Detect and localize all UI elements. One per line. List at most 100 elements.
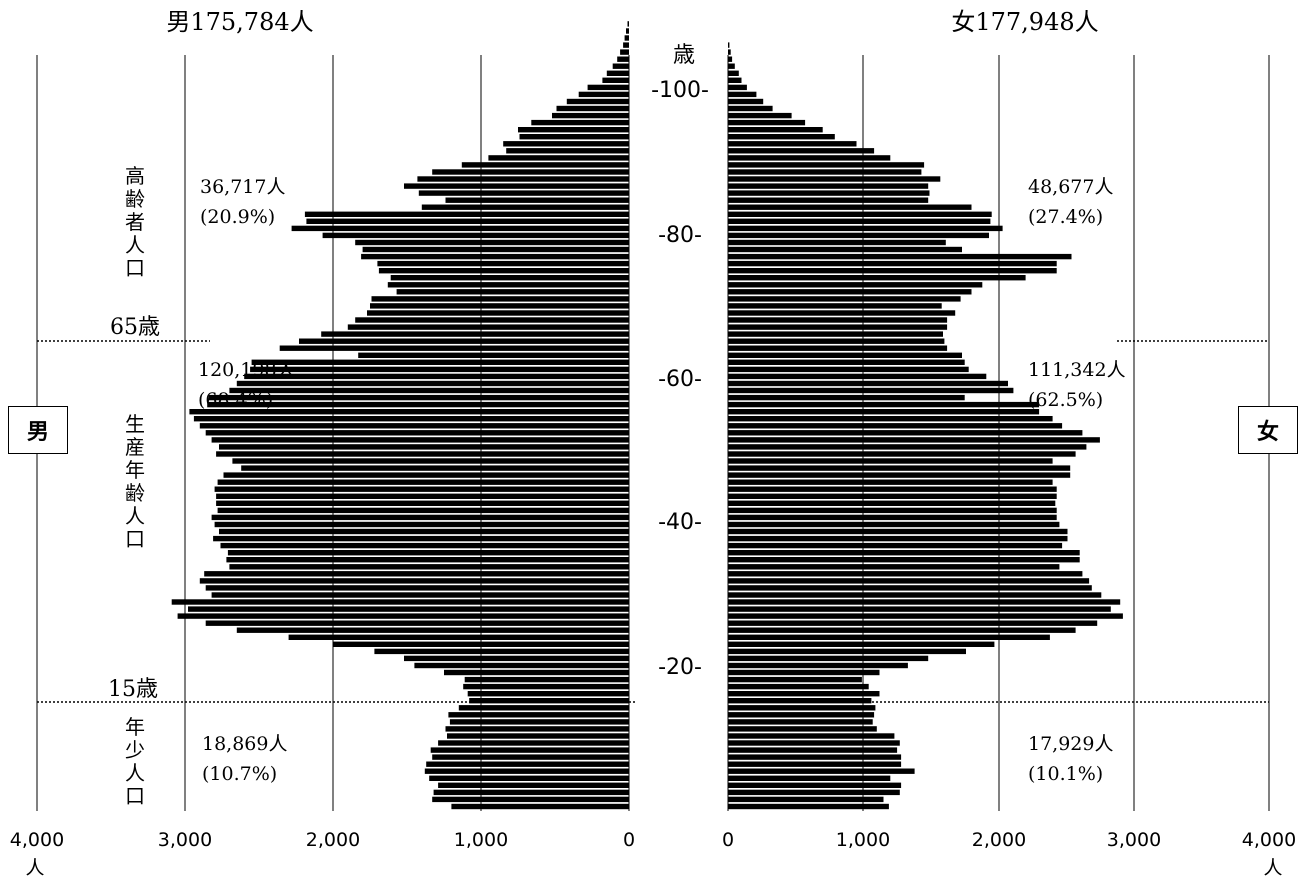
male-bar-age-13 <box>448 712 629 718</box>
female-bar-age-96 <box>728 127 823 133</box>
male-bar-age-19 <box>444 669 629 676</box>
female-label-box: 女 <box>1238 406 1298 454</box>
female-bar-age-81 <box>728 232 989 239</box>
female-elderly-count: 48,677人 <box>1028 176 1113 198</box>
lbl-working-char: 生 <box>125 412 145 436</box>
female-bar-age-52 <box>728 437 1100 443</box>
male-working-count: 120,198人 <box>198 359 296 381</box>
male-bar-age-100 <box>566 98 629 105</box>
female-bars <box>728 42 1123 810</box>
male-bar-age-94 <box>503 141 629 147</box>
female-bar-age-57 <box>728 401 1040 408</box>
female-bar-age-89 <box>728 176 941 182</box>
male-bar-age-42 <box>217 507 629 514</box>
male-bar-age-95 <box>519 134 629 140</box>
x-tick-male-4000: 4,000 <box>10 829 64 851</box>
female-bar-age-94 <box>728 141 857 147</box>
female-bar-age-40 <box>728 521 1060 528</box>
male-bar-age-101 <box>578 91 629 98</box>
male-bar-age-106 <box>617 56 629 62</box>
male-bar-age-20 <box>414 662 629 669</box>
female-bar-age-51 <box>728 444 1087 450</box>
male-bar-age-66 <box>299 338 629 344</box>
female-bar-age-1 <box>728 796 884 803</box>
male-bar-age-12 <box>449 719 629 725</box>
female-bar-age-77 <box>728 260 1057 267</box>
female-bar-age-7 <box>728 754 902 760</box>
male-bar-age-37 <box>220 542 629 549</box>
male-bar-age-91 <box>461 162 629 168</box>
male-bar-age-53 <box>205 430 629 436</box>
female-bar-age-4 <box>728 775 891 781</box>
female-bar-age-29 <box>728 599 1121 605</box>
female-bar-age-9 <box>728 740 900 746</box>
male-bar-age-4 <box>429 775 629 781</box>
male-bar-age-93 <box>506 148 629 154</box>
male-bar-age-103 <box>602 77 629 83</box>
female-bar-age-73 <box>728 289 972 295</box>
male-bar-age-107 <box>620 49 629 55</box>
male-bar-age-89 <box>417 176 629 182</box>
male-bar-age-30 <box>211 592 629 598</box>
female-bar-age-58 <box>728 394 965 401</box>
male-bar-age-108 <box>623 42 629 48</box>
female-bar-age-3 <box>728 782 902 788</box>
age-tick-100: -100- <box>651 78 709 103</box>
lbl-elderly-char: 齢 <box>125 187 145 211</box>
female-bar-age-88 <box>728 183 929 189</box>
female-bar-age-22 <box>728 648 966 655</box>
male-bar-age-31 <box>205 585 629 591</box>
male-bar-age-52 <box>211 437 629 443</box>
x-tick-male-3000: 3,000 <box>158 829 212 851</box>
female-bar-age-107 <box>728 49 731 55</box>
x-unit-male: 人 <box>25 857 44 879</box>
female-bar-age-39 <box>728 528 1068 535</box>
male-young-pct: (10.7%) <box>202 763 277 785</box>
male-bar-age-79 <box>362 246 629 253</box>
male-bar-age-34 <box>229 564 629 570</box>
male-bar-age-16 <box>467 691 629 697</box>
male-bar-age-48 <box>241 465 629 471</box>
female-bar-age-20 <box>728 662 908 669</box>
female-bar-age-60 <box>728 380 1008 387</box>
male-bar-age-32 <box>199 578 630 584</box>
male-bar-age-10 <box>447 733 629 739</box>
female-bar-age-66 <box>728 338 945 344</box>
female-bar-age-36 <box>728 550 1080 556</box>
male-bar-age-90 <box>432 169 629 175</box>
x-tick-male-2000: 2,000 <box>306 829 360 851</box>
female-bar-age-35 <box>728 557 1080 563</box>
male-bar-age-51 <box>219 444 629 450</box>
lbl-working-char: 産 <box>125 435 145 459</box>
female-bar-age-61 <box>728 373 987 380</box>
male-label-box: 男 <box>8 406 68 454</box>
male-bar-age-78 <box>361 253 629 260</box>
x-unit-female: 人 <box>1263 857 1282 879</box>
male-bar-age-96 <box>518 127 629 133</box>
male-bar-age-23 <box>333 641 629 647</box>
female-bar-age-80 <box>728 239 946 246</box>
female-bar-age-54 <box>728 423 1063 429</box>
male-title: 男175,784人 <box>166 8 313 36</box>
male-bar-age-74 <box>387 282 629 288</box>
male-bar-age-0 <box>451 803 629 810</box>
female-bar-age-13 <box>728 712 875 718</box>
female-bar-age-83 <box>728 218 991 224</box>
female-bar-age-26 <box>728 620 1098 626</box>
male-bar-age-47 <box>223 472 629 478</box>
female-bar-age-97 <box>728 119 806 126</box>
female-bar-age-55 <box>728 416 1053 422</box>
male-bar-age-63 <box>251 359 629 365</box>
female-bar-age-99 <box>728 105 773 112</box>
female-bar-age-69 <box>728 317 948 323</box>
male-bar-age-46 <box>217 479 629 485</box>
lbl-elderly-char: 人 <box>125 233 145 257</box>
x-tick-male-1000: 1,000 <box>454 829 508 851</box>
male-bar-age-44 <box>216 493 629 499</box>
female-bar-age-59 <box>728 387 1014 394</box>
male-bar-age-61 <box>244 373 629 380</box>
male-bar-age-35 <box>226 557 629 563</box>
group-label-young: 年少人口 <box>125 715 145 808</box>
male-bar-age-92 <box>488 155 629 161</box>
group-label-working-text: 生産年齢人口 <box>125 412 145 551</box>
